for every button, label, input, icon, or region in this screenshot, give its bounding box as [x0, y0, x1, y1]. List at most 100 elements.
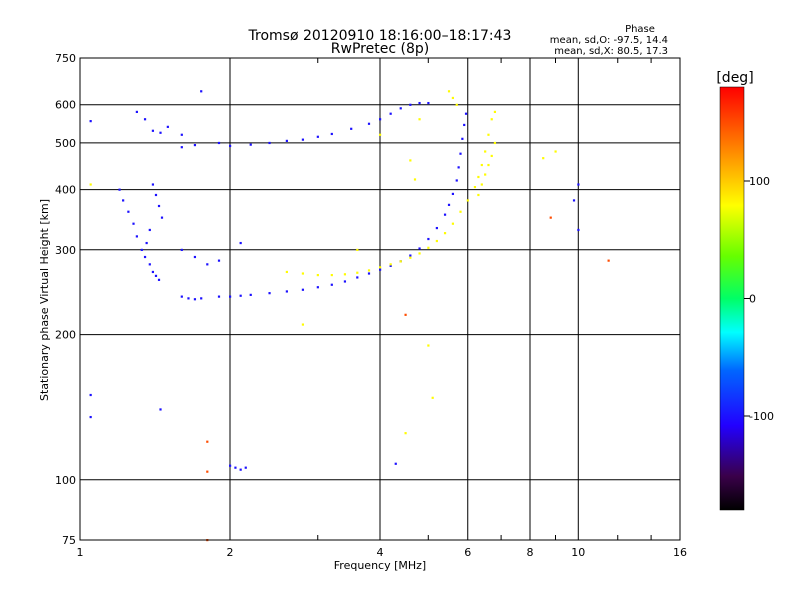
data-point-O — [409, 254, 412, 257]
data-point-O — [157, 278, 161, 281]
colorbar-label: [deg] — [716, 70, 753, 86]
data-point-X — [367, 269, 371, 272]
data-point-O — [455, 179, 458, 182]
data-point-O — [140, 248, 143, 252]
y-tick-label: 200 — [55, 329, 76, 342]
data-points — [89, 90, 610, 542]
x-tick-label: 16 — [673, 546, 687, 559]
y-tick-label: 500 — [55, 137, 76, 150]
data-point-O — [577, 183, 580, 186]
data-point-O — [229, 144, 232, 148]
x-tick-label: 6 — [464, 546, 471, 559]
data-point-O — [447, 203, 451, 206]
data-point-O — [461, 137, 464, 140]
y-tick-label: 400 — [55, 184, 76, 197]
data-point-O — [379, 118, 382, 121]
data-point-O — [132, 222, 135, 225]
data-point-O — [239, 241, 242, 245]
data-point-X — [477, 175, 480, 179]
data-point-O — [157, 204, 161, 208]
data-point-X — [490, 154, 493, 158]
data-point-O — [239, 294, 242, 297]
data-point-O — [217, 259, 221, 262]
data-point-O — [135, 235, 138, 238]
data-point-O — [367, 272, 371, 275]
data-point-O — [135, 110, 138, 114]
data-point-X — [480, 163, 483, 167]
data-point-O — [443, 213, 447, 216]
colorbar-tick-label: 100 — [749, 175, 770, 188]
data-point-O — [180, 295, 183, 298]
x-tick-label: 10 — [571, 546, 585, 559]
data-point-O — [356, 276, 359, 279]
y-tick-label: 300 — [55, 244, 76, 257]
data-point-X — [490, 118, 493, 121]
data-point-O — [343, 280, 347, 283]
data-point-X — [484, 150, 487, 153]
y-tick-label: 600 — [55, 99, 76, 112]
data-point-X — [89, 183, 92, 186]
data-point-X — [330, 273, 333, 277]
data-point-O — [193, 143, 197, 147]
data-point-X — [427, 246, 430, 249]
data-point-X — [487, 133, 490, 136]
plot-frame — [79, 57, 681, 541]
data-point-X — [356, 271, 359, 274]
data-point-O — [367, 122, 371, 125]
data-point-O — [394, 462, 397, 465]
data-point-O — [350, 127, 353, 130]
data-point-X — [466, 199, 469, 202]
data-point-scattered — [607, 259, 610, 262]
data-point-X — [379, 133, 382, 136]
data-point-O — [89, 393, 92, 397]
data-point-scattered — [404, 313, 407, 316]
axis-ticks: 1 2 4 6 8 10 16 75 100 200 300 400 500 600 750 — [55, 52, 687, 559]
chart-title: Tromsø 20120910 18:16:00–18:17:43 — [248, 28, 512, 44]
grid — [80, 58, 680, 540]
data-point-O — [148, 228, 151, 232]
data-point-O — [451, 192, 455, 196]
data-point-O — [159, 408, 162, 411]
data-point-O — [249, 143, 252, 146]
data-point-X — [413, 178, 417, 181]
data-point-X — [427, 344, 430, 347]
y-axis-label: Stationary phase Virtual Height [km] — [38, 199, 51, 401]
x-tick-label: 4 — [377, 546, 384, 559]
data-point-O — [457, 166, 460, 169]
data-point-O — [330, 283, 333, 286]
colorbar-tick-label: 0 — [749, 293, 756, 306]
data-point-O — [577, 228, 580, 232]
data-point-O — [229, 295, 232, 298]
data-point-O — [399, 107, 402, 110]
data-point-O — [143, 255, 147, 259]
data-point-O — [217, 295, 221, 298]
y-tick-label: 750 — [55, 52, 76, 65]
data-point-O — [285, 290, 288, 293]
data-point-O — [154, 274, 158, 277]
data-point-O — [180, 248, 183, 252]
data-point-X — [554, 150, 557, 153]
data-point-O — [268, 292, 271, 295]
data-point-O — [151, 183, 155, 186]
data-point-O — [418, 101, 421, 105]
x-tick-label: 8 — [527, 546, 534, 559]
data-point-O — [463, 123, 466, 127]
data-point-O — [285, 139, 288, 142]
data-point-X — [316, 273, 319, 277]
data-point-X — [480, 183, 483, 186]
data-point-O — [143, 118, 147, 121]
data-point-O — [193, 255, 197, 259]
data-point-X — [435, 239, 438, 243]
data-point-O — [389, 112, 392, 115]
data-point-O — [234, 466, 237, 469]
data-point-X — [404, 432, 407, 435]
x-tick-label: 1 — [77, 546, 84, 559]
data-point-X — [418, 252, 421, 255]
data-point-X — [343, 273, 347, 276]
data-point-X — [443, 232, 447, 235]
data-point-O — [229, 464, 232, 467]
data-point-X — [356, 248, 359, 252]
data-point-O — [427, 101, 430, 105]
data-point-O — [166, 125, 169, 128]
